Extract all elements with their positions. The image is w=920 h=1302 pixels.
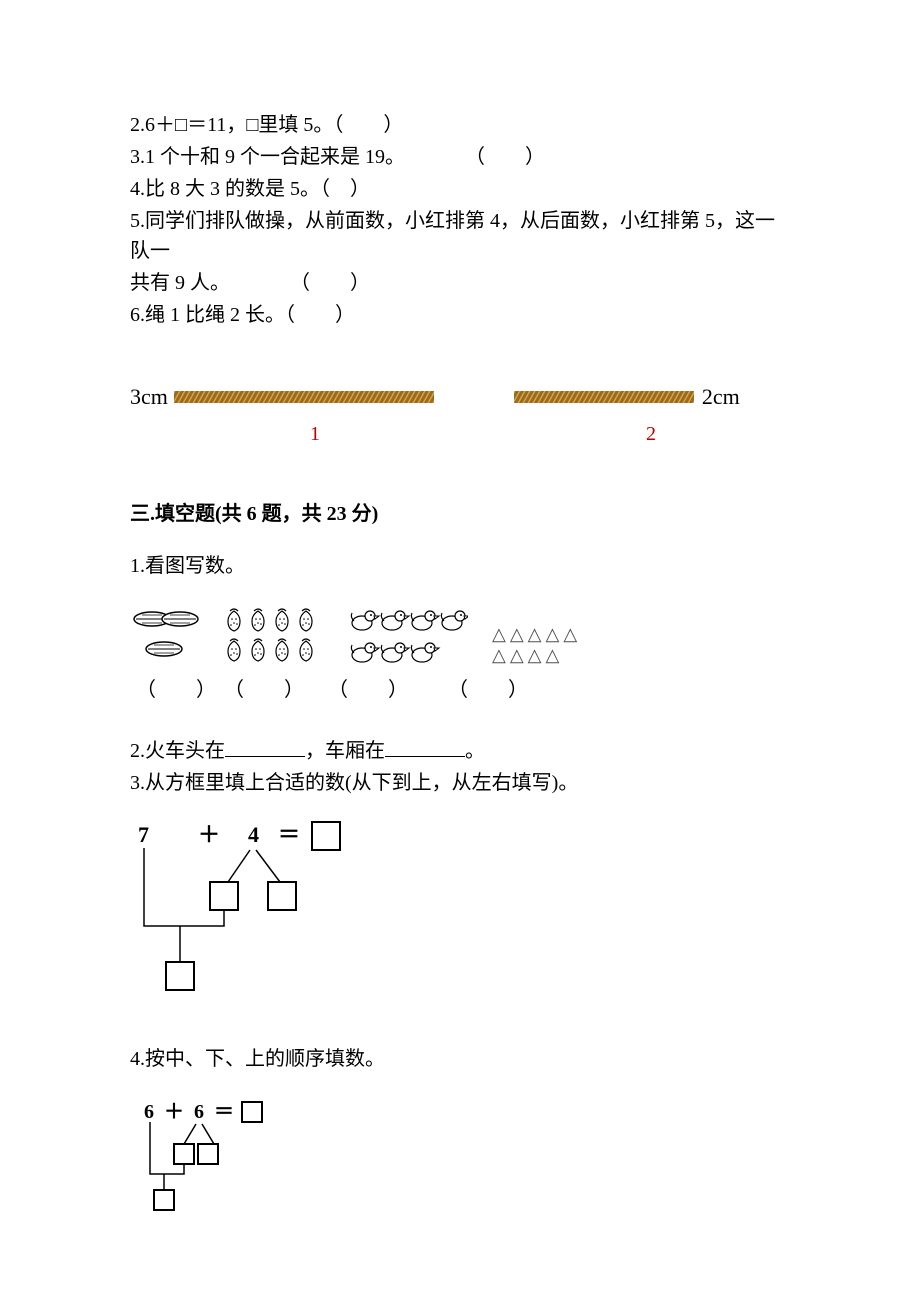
rope-2-icon	[514, 388, 694, 406]
triangles-row-2: △△△△	[492, 645, 581, 667]
d2-box-left	[174, 1144, 194, 1164]
judgment-q3: 3.1 个十和 9 个一合起来是 19。 （ ）	[130, 142, 790, 172]
count-blank-1: （ ）	[136, 675, 224, 705]
d1-box-bottom	[166, 962, 194, 990]
d2-split-right	[202, 1124, 214, 1144]
judgment-q2: 2.6＋□＝11，□里填 5。（ ）	[130, 110, 790, 140]
d1-result-box	[312, 822, 340, 850]
seven-plus-four-diagram: 7 ＋ 4 ＝	[130, 818, 360, 1008]
d2-bracket	[150, 1122, 184, 1174]
d2-result-box	[242, 1102, 262, 1122]
rope1-length-label: 3cm	[130, 380, 168, 413]
d2-num-b: 6	[194, 1101, 204, 1123]
fill-q1-label: 1.看图写数。	[130, 551, 790, 581]
counting-figure: △△△△△ △△△△ （ ） （ ） （ ） （ ）	[130, 605, 790, 705]
d2-num-a: 6	[144, 1101, 154, 1123]
judgment-q4: 4.比 8 大 3 的数是 5。（ ）	[130, 174, 790, 204]
d1-num-7: 7	[138, 822, 149, 847]
d2-box-right	[198, 1144, 218, 1164]
d1-split-right	[256, 850, 280, 882]
section-3-header: 三.填空题(共 6 题，共 23 分)	[130, 499, 790, 529]
rope-2-number: 2	[646, 419, 656, 449]
books-icon	[130, 605, 200, 667]
fill-q3: 3.从方框里填上合适的数(从下到上，从左右填写)。	[130, 768, 790, 798]
rope-1-number: 1	[310, 419, 320, 449]
d1-plus: ＋	[198, 822, 220, 847]
six-plus-six-diagram: 6 ＋ 6 ＝	[130, 1098, 310, 1218]
fill-q2-blank-2	[385, 735, 465, 757]
d1-split-left	[228, 850, 250, 882]
d1-eq: ＝	[278, 822, 300, 847]
ducks-icon	[348, 605, 468, 667]
d2-eq: ＝	[214, 1101, 234, 1123]
judgment-q5-line1: 5.同学们排队做操，从前面数，小红排第 4，从后面数，小红排第 5，这一队一	[130, 206, 790, 266]
d1-box-left	[210, 882, 238, 910]
d1-bracket	[144, 848, 224, 926]
rope-figure: 3cm 2	[130, 380, 790, 449]
rope2-length-label: 2cm	[702, 380, 740, 413]
judgment-q5-line2: 共有 9 人。 （ ）	[130, 268, 790, 298]
judgment-q6: 6.绳 1 比绳 2 长。（ ）	[130, 300, 790, 330]
count-blank-2: （ ）	[224, 675, 328, 705]
d2-box-bottom	[154, 1190, 174, 1210]
fill-q4: 4.按中、下、上的顺序填数。	[130, 1044, 790, 1074]
d2-plus: ＋	[164, 1101, 184, 1123]
d1-num-4: 4	[248, 822, 259, 847]
d1-box-right	[268, 882, 296, 910]
count-blank-4: （ ）	[448, 675, 548, 705]
fill-q2: 2.火车头在，车厢在。	[130, 735, 790, 766]
d2-split-left	[184, 1124, 196, 1144]
strawberries-icon	[224, 605, 324, 667]
triangles-group: △△△△△ △△△△	[492, 624, 581, 667]
rope-1-icon	[174, 388, 434, 406]
triangles-row-1: △△△△△	[492, 624, 581, 646]
count-blank-3: （ ）	[328, 675, 448, 705]
fill-q2-blank-1	[225, 735, 305, 757]
